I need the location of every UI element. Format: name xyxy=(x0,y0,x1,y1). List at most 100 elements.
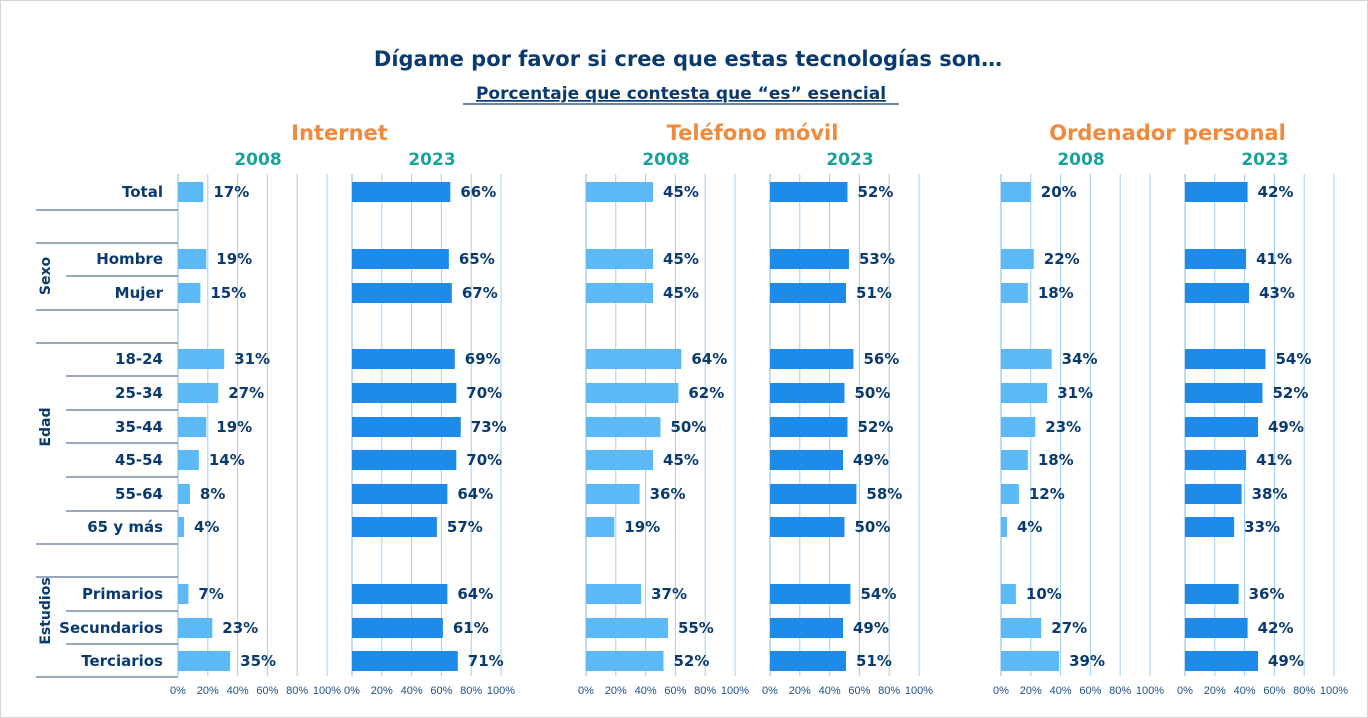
x-tick-label: 0% xyxy=(344,685,360,697)
bar xyxy=(586,517,615,537)
data-label: 49% xyxy=(853,451,889,469)
x-tick-label: 60% xyxy=(664,685,686,697)
bar xyxy=(178,651,231,671)
bar xyxy=(178,283,201,303)
x-tick-label: 20% xyxy=(789,685,811,697)
chart-title: Dígame por favor si cree que estas tecno… xyxy=(374,47,1002,71)
bar xyxy=(178,417,207,437)
bar xyxy=(586,450,654,470)
x-tick-label: 60% xyxy=(256,685,278,697)
bar xyxy=(1185,182,1248,202)
x-tick-label: 100% xyxy=(905,685,933,697)
data-label: 64% xyxy=(457,585,493,603)
data-label: 49% xyxy=(853,619,889,637)
bar xyxy=(352,651,458,671)
year-label: 2023 xyxy=(826,150,873,170)
bar xyxy=(1001,283,1028,303)
bar xyxy=(586,182,654,202)
data-label: 69% xyxy=(465,350,501,368)
x-tick-label: 0% xyxy=(578,685,594,697)
bar xyxy=(352,349,455,369)
x-tick-label: 80% xyxy=(1293,685,1315,697)
bar xyxy=(1001,618,1042,638)
data-label: 41% xyxy=(1256,451,1292,469)
chart-body: Total Hombre Mujer 18-24 25-34 35-44 45-54 55-6… xyxy=(36,121,1348,697)
x-tick-label: 80% xyxy=(878,685,900,697)
bar xyxy=(770,249,849,269)
bar xyxy=(352,450,457,470)
x-tick-label: 0% xyxy=(762,685,778,697)
bar xyxy=(352,517,437,537)
data-label: 7% xyxy=(198,585,223,603)
data-label: 20% xyxy=(1041,183,1077,201)
data-label: 70% xyxy=(466,384,502,402)
data-label: 18% xyxy=(1038,284,1074,302)
x-tick-label: 80% xyxy=(286,685,308,697)
year-label: 2008 xyxy=(234,150,281,170)
data-label: 4% xyxy=(1017,518,1042,536)
data-label: 64% xyxy=(457,485,493,503)
x-tick-label: 60% xyxy=(1079,685,1101,697)
bar xyxy=(352,484,448,504)
data-label: 23% xyxy=(222,619,258,637)
data-label: 54% xyxy=(860,585,896,603)
bar xyxy=(1185,484,1242,504)
bar xyxy=(586,349,682,369)
x-tick-label: 0% xyxy=(993,685,1009,697)
year-label: 2008 xyxy=(642,150,689,170)
bar xyxy=(1185,249,1247,269)
row-label: Hombre xyxy=(96,250,163,268)
data-label: 50% xyxy=(855,384,891,402)
data-label: 66% xyxy=(460,183,496,201)
data-label: 49% xyxy=(1268,418,1304,436)
x-tick-label: 80% xyxy=(1109,685,1131,697)
row-label: Terciarios xyxy=(81,652,163,670)
section-label: Sexo xyxy=(38,257,54,296)
bar xyxy=(1001,450,1028,470)
data-label: 19% xyxy=(216,250,252,268)
row-label: Total xyxy=(122,183,163,201)
bar xyxy=(178,182,204,202)
bar xyxy=(1185,618,1248,638)
data-label: 50% xyxy=(671,418,707,436)
bar xyxy=(770,182,848,202)
x-tick-label: 0% xyxy=(170,685,186,697)
x-tick-label: 100% xyxy=(487,685,515,697)
data-label: 19% xyxy=(216,418,252,436)
data-label: 8% xyxy=(200,485,225,503)
data-label: 52% xyxy=(673,652,709,670)
bar xyxy=(1001,651,1060,671)
data-label: 41% xyxy=(1256,250,1292,268)
row-label: 65 y más xyxy=(87,518,163,536)
group-title: Internet xyxy=(291,121,388,145)
x-tick-label: 100% xyxy=(313,685,341,697)
x-tick-label: 80% xyxy=(460,685,482,697)
bar xyxy=(1185,584,1239,604)
data-label: 34% xyxy=(1062,350,1098,368)
data-label: 49% xyxy=(1268,652,1304,670)
data-label: 45% xyxy=(663,284,699,302)
data-label: 31% xyxy=(234,350,270,368)
bar xyxy=(178,584,189,604)
data-label: 4% xyxy=(194,518,219,536)
data-label: 17% xyxy=(213,183,249,201)
year-label: 2023 xyxy=(1241,150,1288,170)
data-label: 52% xyxy=(857,418,893,436)
data-label: 51% xyxy=(856,284,892,302)
bar xyxy=(1185,517,1235,537)
bar xyxy=(1185,383,1263,403)
row-label: 18-24 xyxy=(115,350,163,368)
x-tick-label: 40% xyxy=(819,685,841,697)
bar xyxy=(586,283,654,303)
data-label: 62% xyxy=(688,384,724,402)
bar xyxy=(770,383,845,403)
bar xyxy=(770,450,844,470)
row-label: 25-34 xyxy=(115,384,163,402)
data-label: 10% xyxy=(1026,585,1062,603)
x-tick-label: 40% xyxy=(1234,685,1256,697)
data-label: 19% xyxy=(624,518,660,536)
data-label: 56% xyxy=(863,350,899,368)
bar xyxy=(586,484,640,504)
bar xyxy=(178,249,207,269)
bar xyxy=(178,484,190,504)
